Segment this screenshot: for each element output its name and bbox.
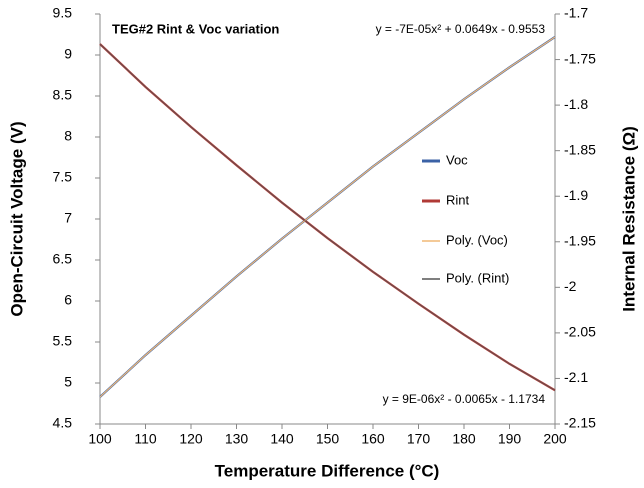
x-tick-label: 160 [361, 431, 385, 447]
y-tick-label: 5 [64, 374, 72, 390]
y-tick-label: 7.5 [53, 169, 73, 185]
y-tick-label: 8.5 [53, 87, 73, 103]
y-tick-label: 6 [64, 292, 72, 308]
x-tick-label: 120 [179, 431, 203, 447]
x-tick-label: 140 [270, 431, 294, 447]
series-line [99, 43, 556, 392]
legend-label: Voc [446, 152, 468, 167]
chart-title: TEG#2 Rint & Voc variation [112, 21, 279, 36]
x-tick-label: 100 [88, 431, 112, 447]
y-tick-label: 8 [64, 128, 72, 144]
series-line [99, 36, 556, 398]
y2-tick-label: -2.05 [564, 324, 596, 340]
x-tick-label: 170 [407, 431, 431, 447]
series-line [99, 36, 556, 398]
y-tick-label: 7 [64, 210, 72, 226]
x-tick-label: 110 [134, 431, 157, 447]
x-tick-label: 200 [543, 431, 567, 447]
y2-tick-label: -1.7 [564, 5, 588, 21]
y-tick-label: 9.5 [53, 5, 73, 21]
y2-tick-label: -2.15 [564, 415, 596, 431]
y-tick-label: 9 [64, 46, 72, 62]
legend-label: Poly. (Voc) [446, 232, 508, 247]
annotation: y = -7E-05x² + 0.0649x - 0.9553 [376, 22, 546, 36]
y2-tick-label: -1.95 [564, 232, 596, 248]
y-tick-label: 5.5 [53, 333, 73, 349]
legend-label: Rint [446, 192, 470, 207]
y2-tick-label: -1.85 [564, 141, 596, 157]
x-tick-label: 180 [452, 431, 476, 447]
legend-label: Poly. (Rint) [446, 270, 509, 285]
x-axis-title: Temperature Difference (°C) [215, 461, 440, 480]
series-line [99, 43, 556, 391]
x-tick-label: 150 [316, 431, 340, 447]
x-tick-label: 130 [225, 431, 249, 447]
y-tick-label: 6.5 [53, 251, 73, 267]
y-axis-title: Open-Circuit Voltage (V) [7, 121, 26, 316]
y2-axis-title: Internal Resistance (Ω) [619, 126, 638, 312]
y2-tick-label: -2.1 [564, 369, 588, 385]
x-tick-label: 190 [498, 431, 522, 447]
annotation: y = 9E-06x² - 0.0065x - 1.1734 [383, 392, 546, 406]
y2-tick-label: -2 [564, 278, 577, 294]
y-tick-label: 4.5 [53, 415, 73, 431]
y2-tick-label: -1.75 [564, 50, 596, 66]
y2-tick-label: -1.8 [564, 96, 588, 112]
y2-tick-label: -1.9 [564, 187, 588, 203]
